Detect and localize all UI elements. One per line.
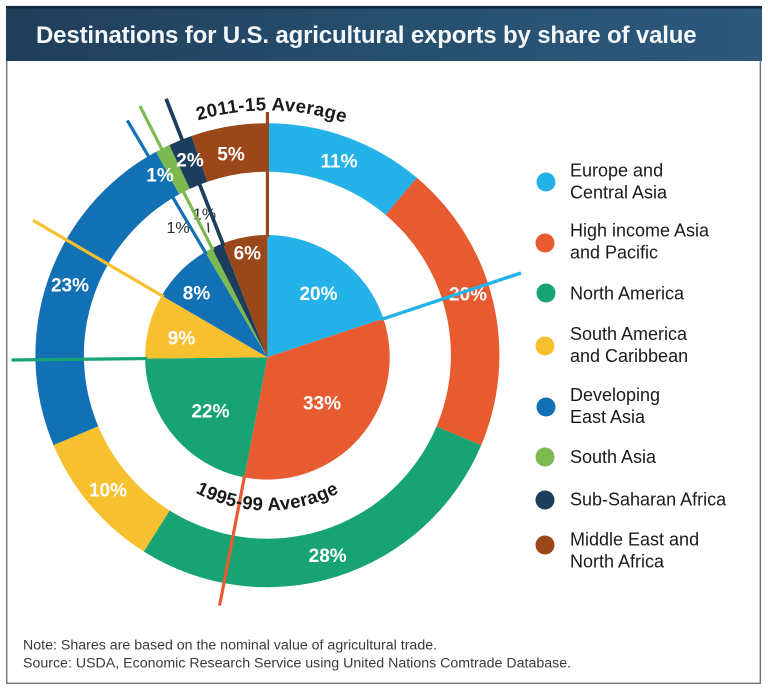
- svg-text:23%: 23%: [51, 276, 89, 297]
- svg-text:Note: Shares are based on the: Note: Shares are based on the nominal va…: [23, 638, 437, 654]
- svg-text:Sub-Saharan Africa: Sub-Saharan Africa: [570, 490, 727, 510]
- svg-text:Central Asia: Central Asia: [570, 183, 668, 203]
- svg-text:East Asia: East Asia: [570, 407, 646, 427]
- svg-text:6%: 6%: [234, 244, 262, 265]
- svg-text:5%: 5%: [217, 145, 245, 166]
- svg-text:Europe and: Europe and: [570, 161, 663, 181]
- svg-text:North Africa: North Africa: [570, 552, 665, 572]
- svg-text:Middle East and: Middle East and: [570, 530, 699, 550]
- svg-text:and Pacific: and Pacific: [570, 243, 658, 263]
- svg-text:10%: 10%: [89, 481, 127, 502]
- svg-text:20%: 20%: [449, 285, 487, 306]
- svg-text:20%: 20%: [299, 284, 337, 305]
- svg-text:Developing: Developing: [570, 385, 660, 405]
- svg-text:South America: South America: [570, 324, 688, 344]
- svg-text:Destinations for U.S. agricult: Destinations for U.S. agricultural expor…: [36, 22, 697, 49]
- svg-text:8%: 8%: [183, 284, 211, 305]
- svg-text:22%: 22%: [191, 402, 229, 423]
- svg-text:9%: 9%: [168, 329, 196, 350]
- svg-text:2%: 2%: [176, 151, 204, 172]
- svg-text:North America: North America: [570, 284, 685, 304]
- svg-text:28%: 28%: [309, 546, 347, 567]
- svg-text:and Caribbean: and Caribbean: [570, 346, 688, 366]
- svg-text:1%: 1%: [146, 166, 174, 187]
- svg-text:South Asia: South Asia: [570, 447, 657, 467]
- svg-text:11%: 11%: [321, 152, 358, 173]
- svg-text:1%: 1%: [166, 220, 189, 237]
- svg-text:33%: 33%: [303, 394, 341, 415]
- svg-text:Source: USDA, Economic Researc: Source: USDA, Economic Research Service …: [23, 656, 571, 672]
- svg-text:High income Asia: High income Asia: [570, 221, 710, 241]
